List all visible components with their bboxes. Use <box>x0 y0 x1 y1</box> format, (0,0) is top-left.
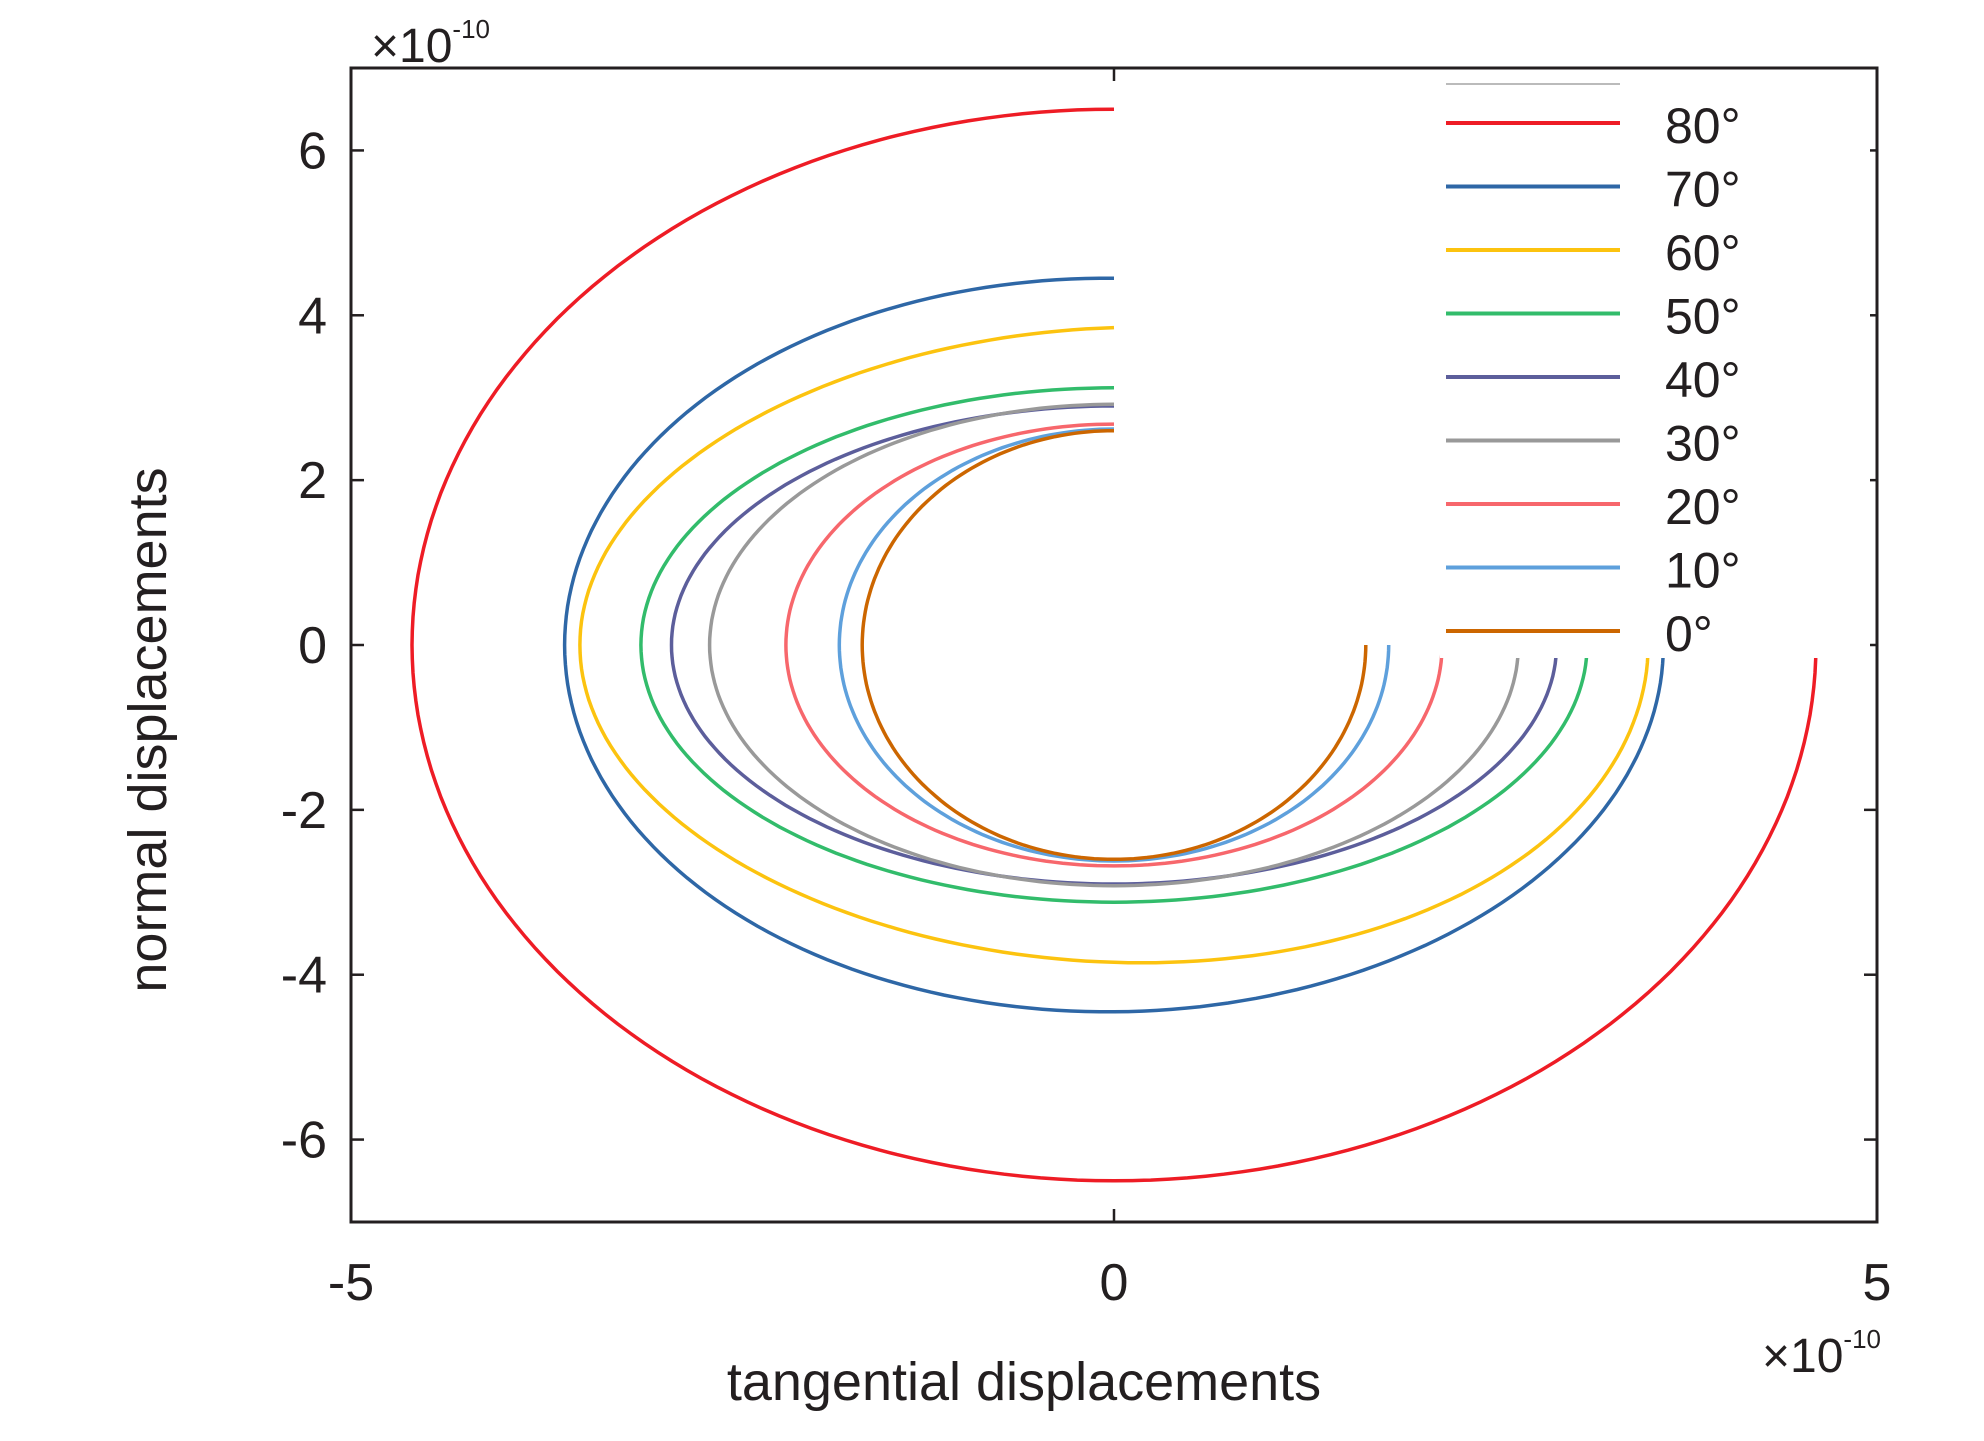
legend-label: 60° <box>1665 225 1741 281</box>
legend-label: 40° <box>1665 352 1741 408</box>
legend-label: 20° <box>1665 479 1741 535</box>
series-line-1 <box>562 276 1666 1014</box>
series-curves <box>410 107 1818 1183</box>
series-line-5 <box>707 402 1521 888</box>
series-line-6 <box>784 422 1444 868</box>
legend-label: 30° <box>1665 416 1741 472</box>
y-axis-title: normal displacements <box>118 467 178 992</box>
legend-label: 80° <box>1665 98 1741 154</box>
series-line-3 <box>639 386 1589 904</box>
y-tick-label: -4 <box>281 947 327 1005</box>
series-line-0 <box>410 107 1818 1183</box>
y-axis-multiplier: ×10-10 <box>371 14 490 73</box>
legend-label: 50° <box>1665 289 1741 345</box>
series-line-2 <box>578 325 1650 965</box>
legend: 80° 70° 60° 50° 40° 30° 20° 10° 0° <box>1440 78 1870 662</box>
series-line-8 <box>860 428 1368 862</box>
legend-box <box>1440 78 1870 658</box>
axis-ticks: 6 4 2 0 -2 -4 -6 -5 0 5 <box>281 68 1892 1312</box>
series-line-4 <box>669 404 1559 886</box>
y-tick-label: -2 <box>281 782 327 840</box>
legend-label: 0° <box>1665 606 1713 662</box>
series-line-7 <box>837 427 1391 863</box>
y-tick-label: 6 <box>298 122 327 180</box>
x-axis-title: tangential displacements <box>727 1352 1321 1412</box>
x-tick-label: 5 <box>1863 1254 1892 1312</box>
x-axis-multiplier: ×10-10 <box>1762 1324 1881 1383</box>
y-tick-label: 0 <box>298 617 327 675</box>
legend-label: 70° <box>1665 162 1741 218</box>
y-tick-label: 4 <box>298 287 327 345</box>
x-tick-label: 0 <box>1100 1254 1129 1312</box>
y-tick-label: -6 <box>281 1112 327 1170</box>
y-tick-label: 2 <box>298 452 327 510</box>
legend-label: 10° <box>1665 543 1741 599</box>
x-tick-label: -5 <box>328 1254 374 1312</box>
